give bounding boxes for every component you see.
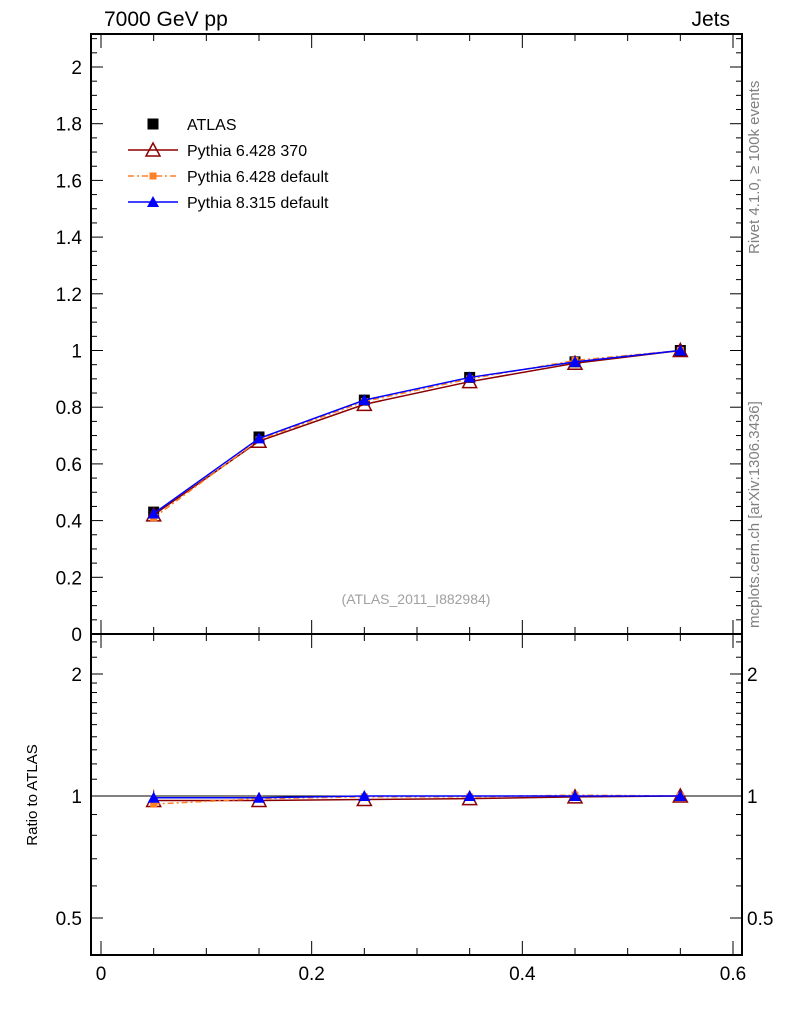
main-ytick-label: 0.8 (56, 398, 82, 419)
ratio-y-axis-label: Ratio to ATLAS (24, 744, 41, 845)
main-ytick-label: 1.8 (56, 115, 82, 136)
ratio-series-group (145, 787, 689, 809)
legend-label-py8: Pythia 8.315 default (187, 195, 329, 212)
ratio-ytick-label-right: 0.5 (747, 909, 773, 930)
main-ytick-label: 0 (71, 625, 82, 646)
main-point-py8 (253, 432, 265, 444)
ratio-xtick-label: 0.6 (720, 964, 746, 985)
main-ytick-label: 1.4 (56, 228, 83, 249)
main-line-py8 (153, 349, 681, 515)
ratio-ytick-label-right: 1 (747, 787, 758, 808)
legend-label-py6_370: Pythia 6.428 370 (187, 143, 307, 160)
main-point-py8 (674, 344, 687, 356)
main-ytick-label: 1.2 (56, 285, 82, 306)
ratio-ytick-label-right: 2 (747, 665, 758, 686)
watermark-label: (ATLAS_2011_I882984) (342, 591, 491, 607)
ratio-point-py8 (569, 790, 581, 801)
main-ytick-label: 1 (71, 342, 82, 363)
main-point-py8 (463, 371, 476, 383)
ratio-line-py8 (153, 795, 681, 799)
ratio-ytick-label-left: 0.5 (56, 909, 82, 930)
legend-marker-py6_370 (144, 141, 162, 157)
ratio-plot-frame (90, 633, 743, 956)
ratio-point-py6_default (150, 800, 158, 808)
ratio-ytick-label-left: 1 (71, 787, 82, 808)
main-ytick-label: 2 (71, 58, 82, 79)
plot-title-right: Jets (691, 8, 730, 31)
ratio-point-py8 (253, 791, 265, 803)
plot-title-left: 7000 GeV pp (104, 8, 228, 31)
legend-label-py6_default: Pythia 6.428 default (187, 169, 329, 186)
main-ytick-label: 0.6 (56, 455, 82, 476)
ratio-ytick-label-left: 2 (71, 665, 82, 686)
ratio-point-py8 (358, 790, 371, 801)
ratio-point-py8 (463, 790, 476, 801)
main-series-group (145, 341, 689, 522)
main-line-py6_370 (153, 349, 681, 516)
ratio-xtick-label: 0 (96, 964, 107, 985)
main-point-py8 (358, 394, 371, 406)
ratio-axes: 0.5 0.5 1 1 2 2 0 0.2 0.4 0.6 (56, 634, 773, 985)
main-ytick-label: 0.2 (56, 568, 82, 589)
ratio-xtick-label: 0.4 (509, 964, 536, 985)
legend-label-atlas: ATLAS (187, 117, 237, 134)
main-point-py8 (569, 355, 581, 367)
legend-marker-py6_default (149, 172, 157, 180)
main-line-py6_default (153, 349, 681, 519)
legend: ATLAS Pythia 6.428 370 Pythia 6.428 defaul… (128, 117, 329, 212)
legend-marker-py8 (147, 196, 159, 207)
main-axes: 0 0.2 0.4 0.6 0.8 1 1.2 1.4 1.6 1.8 2 (56, 34, 742, 646)
legend-marker-atlas (147, 118, 159, 130)
main-point-py8 (147, 507, 160, 519)
ratio-point-py8 (674, 790, 687, 801)
main-ytick-label: 0.4 (56, 512, 83, 533)
main-ytick-label: 1.6 (56, 171, 82, 192)
ratio-xtick-label: 0.2 (298, 964, 324, 985)
ratio-point-py8 (147, 791, 160, 803)
